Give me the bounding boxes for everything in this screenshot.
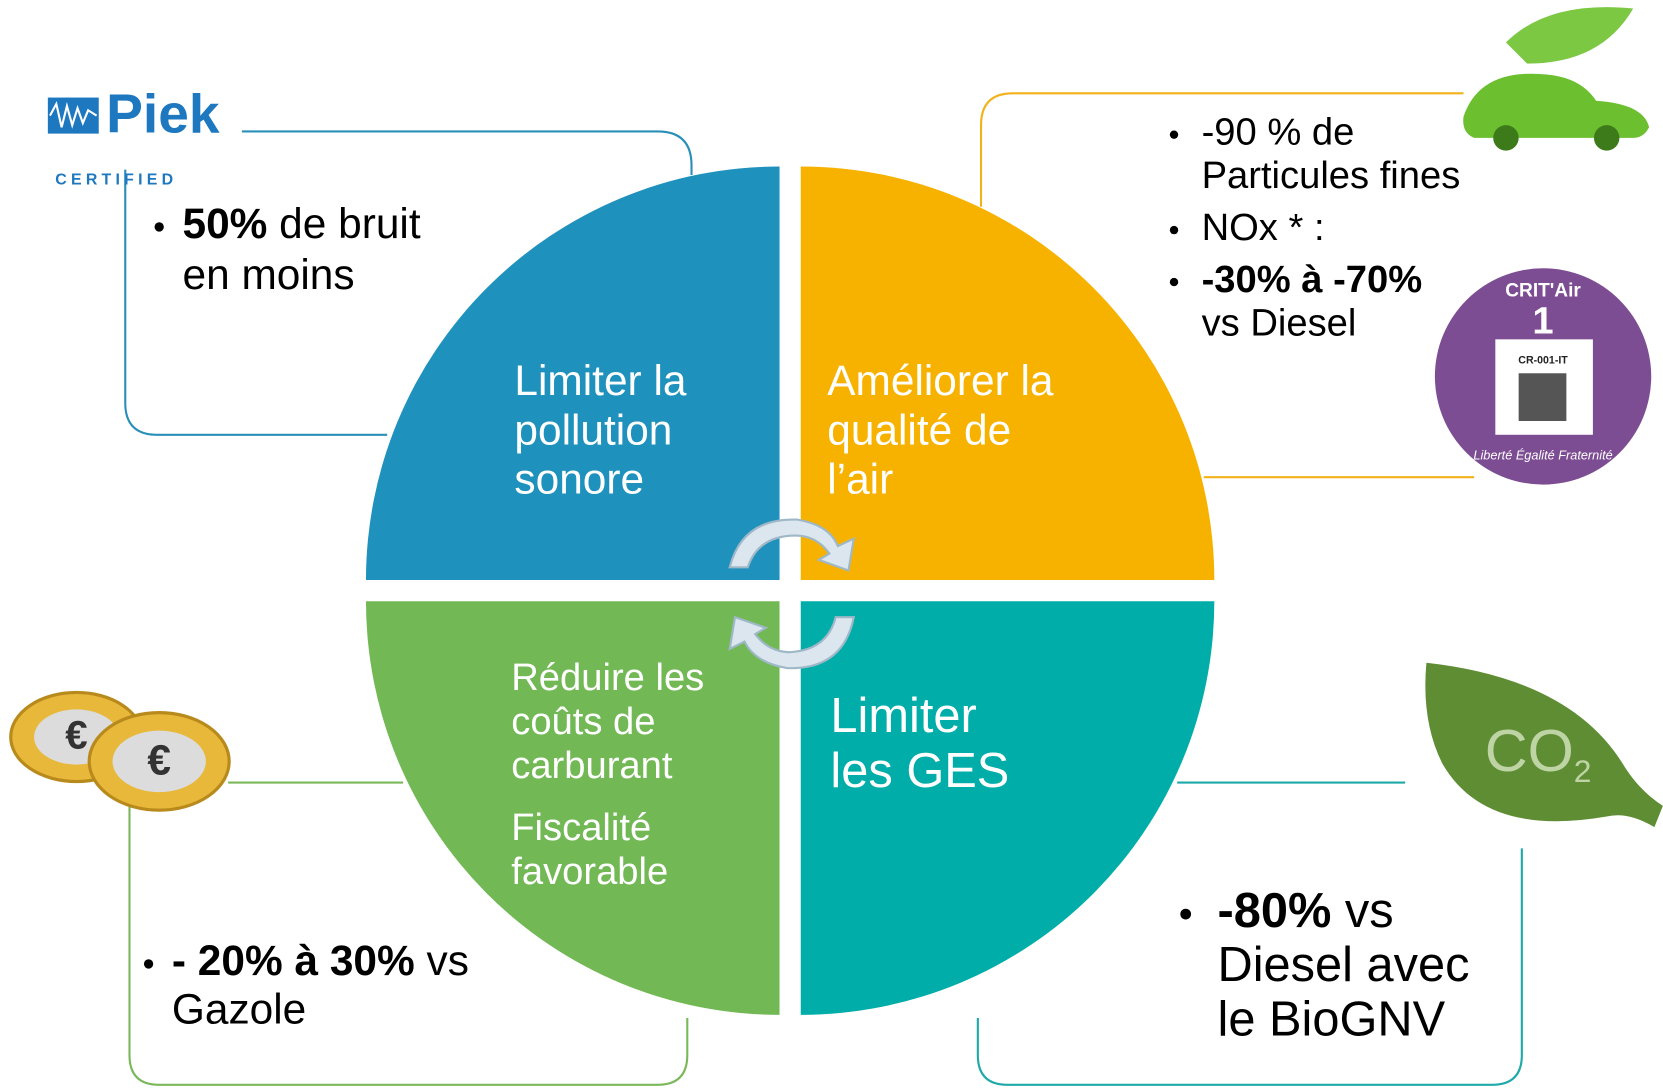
callout-line: - 20% à 30% vs [172, 937, 469, 984]
text-run: -30% à -70% [1202, 258, 1423, 301]
quadrant-label: pollution [514, 406, 672, 453]
bullet [1170, 278, 1178, 286]
callout-line: Particules fines [1202, 154, 1461, 197]
text-run: - 20% à 30% [172, 937, 415, 984]
quadrant-label: Limiter [830, 689, 976, 743]
callout-line: Diesel avec [1217, 938, 1469, 992]
text-run: en moins [183, 251, 355, 298]
bullet [1170, 130, 1178, 138]
text-run: vs [415, 937, 469, 984]
text-run: NOx * : [1202, 206, 1325, 249]
bullet [1180, 909, 1191, 920]
quadrant-label: qualité de [827, 406, 1011, 453]
text-run: 50% [183, 200, 268, 247]
bullet [144, 959, 153, 968]
coins-icon: € € [11, 692, 229, 810]
callout-line: vs Diesel [1202, 302, 1357, 345]
bullet [1170, 226, 1178, 234]
quadrant-label: Améliorer la [827, 357, 1054, 404]
sticker-class: 1 [1532, 300, 1553, 343]
co2-leaf-icon: CO2 [1425, 663, 1663, 827]
callout-line: NOx * : [1202, 206, 1325, 249]
critair-sticker: CRIT'Air 1 CR-001-IT Liberté Égalité Fra… [1435, 268, 1651, 484]
quadrant-label: favorable [511, 850, 668, 893]
text-run: Gazole [172, 986, 306, 1033]
coin-symbol: € [65, 713, 87, 758]
quadrant-label: carburant [511, 744, 673, 787]
callout-line: -90 % de [1202, 111, 1355, 154]
sticker-title: CRIT'Air [1505, 281, 1581, 302]
bullet [155, 222, 164, 231]
diagram: Piek CERTIFIED CRIT'Air 1 CR-001-IT Libe… [0, 0, 1663, 1088]
callout-line: en moins [183, 251, 355, 298]
quadrant-label: Limiter la [514, 357, 686, 404]
text-run: Diesel avec [1217, 938, 1469, 992]
text-run: vs [1331, 884, 1393, 938]
text-run: -80% [1217, 884, 1331, 938]
callout-line: -30% à -70% [1202, 258, 1423, 301]
leaf [1506, 7, 1633, 64]
callout-line: le BioGNV [1217, 992, 1445, 1046]
wheel [1594, 125, 1619, 150]
text-run: le BioGNV [1217, 992, 1445, 1046]
logo-caption: CERTIFIED [55, 171, 177, 188]
text-run: Particules fines [1202, 154, 1461, 197]
logo-mark [48, 98, 99, 134]
quadrant-label: Réduire les [511, 656, 704, 699]
sticker-motto: Liberté Égalité Fraternité [1473, 447, 1612, 462]
callout-line: 50% de bruit [183, 200, 421, 247]
car-body [1463, 74, 1649, 138]
quadrant-label: les GES [830, 744, 1009, 798]
sticker-code: CR-001-IT [1518, 354, 1568, 366]
cycle-arrows [730, 520, 854, 669]
text-run: vs Diesel [1202, 302, 1357, 345]
co2-subscript: 2 [1574, 754, 1592, 790]
quadrant-label: Fiscalité [511, 806, 651, 849]
callout-line: Gazole [172, 986, 306, 1033]
qr-code [1519, 373, 1567, 421]
wheel [1493, 125, 1518, 150]
co2-text: CO [1485, 717, 1574, 784]
quadrant-label: l’air [827, 456, 893, 503]
eco-car-icon [1463, 7, 1649, 151]
text-run: de bruit [267, 200, 420, 247]
quadrant-label: coûts de [511, 700, 655, 743]
coin-symbol: € [147, 737, 171, 784]
quadrant-label: sonore [514, 456, 644, 503]
piek-logo: Piek CERTIFIED [48, 82, 220, 188]
text-run: -90 % de [1202, 111, 1355, 154]
callout-line: -80% vs [1217, 884, 1393, 938]
logo-name: Piek [106, 82, 220, 144]
quadrant [801, 601, 1215, 1015]
